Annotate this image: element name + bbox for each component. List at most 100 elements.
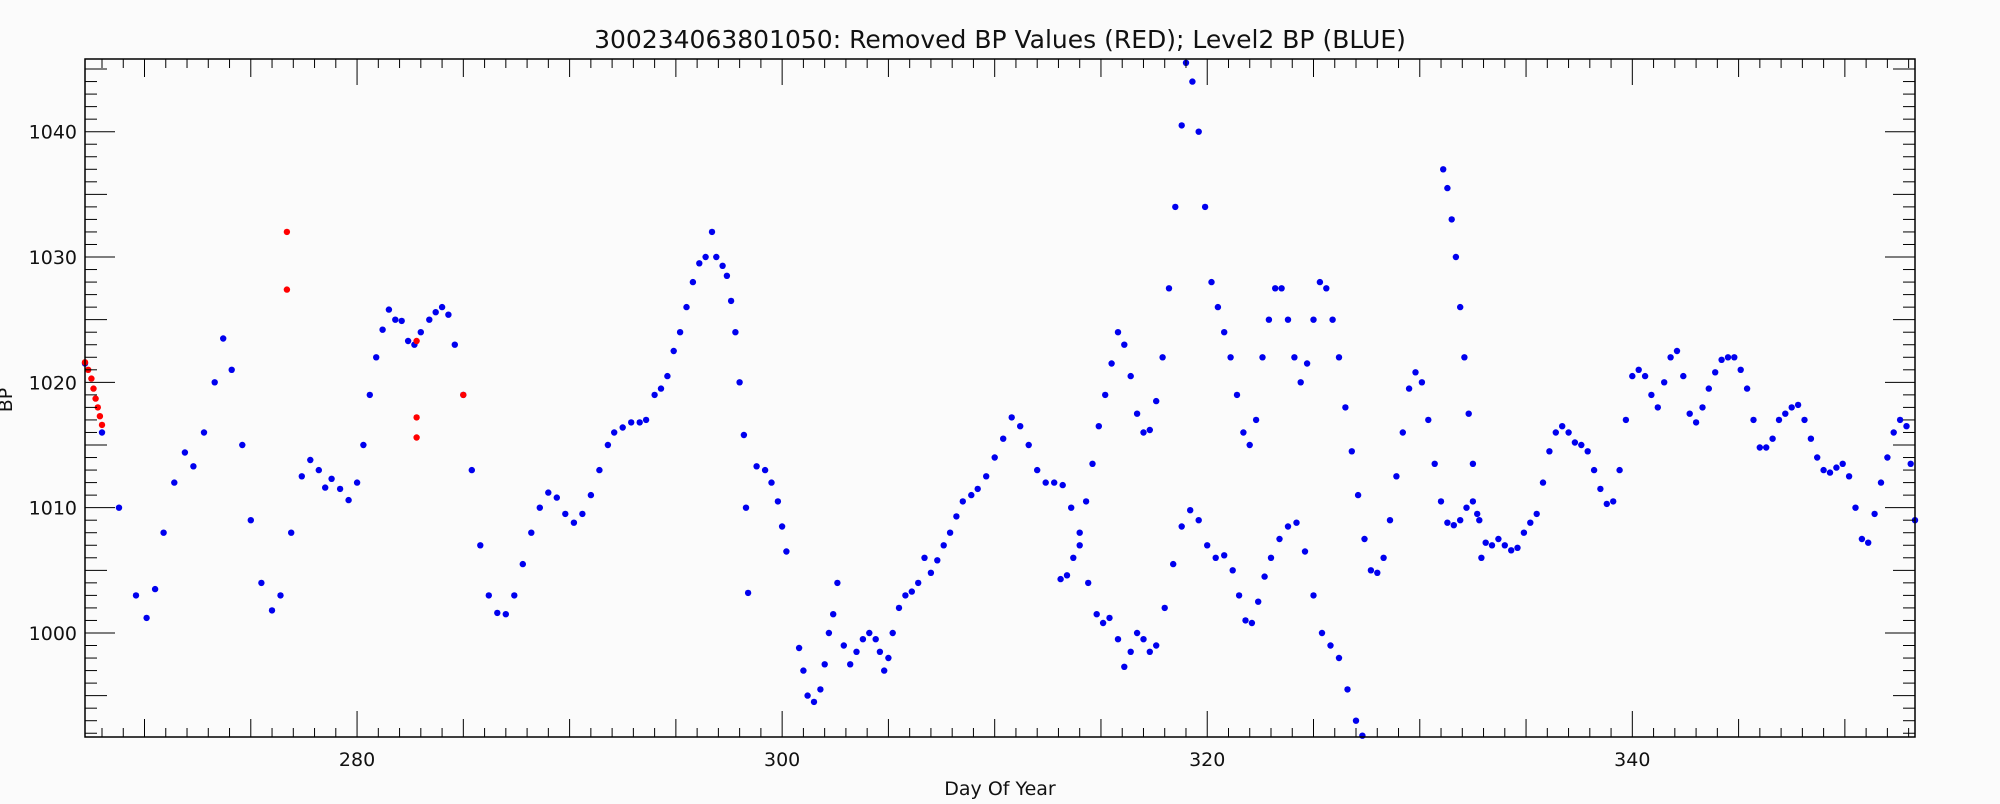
level2-point bbox=[908, 588, 915, 595]
level2-point bbox=[1514, 544, 1521, 551]
level2-point bbox=[723, 272, 731, 279]
level2-point bbox=[1329, 316, 1336, 323]
level2-point bbox=[1102, 391, 1109, 399]
level2-point bbox=[579, 510, 586, 518]
level2-point bbox=[1457, 303, 1464, 311]
removed-point bbox=[96, 413, 104, 420]
level2-point bbox=[1265, 316, 1273, 323]
level2-point bbox=[1301, 548, 1309, 555]
level2-point bbox=[477, 542, 484, 549]
level2-point bbox=[804, 692, 811, 699]
x-axis-label: Day Of Year bbox=[944, 778, 1056, 800]
level2-point bbox=[1252, 416, 1260, 424]
level2-point bbox=[366, 391, 373, 399]
level2-point bbox=[1235, 592, 1243, 599]
level2-point bbox=[1393, 473, 1400, 480]
level2-point bbox=[200, 429, 208, 436]
level2-point bbox=[1114, 636, 1122, 643]
level2-point bbox=[353, 479, 361, 486]
level2-point bbox=[373, 354, 380, 361]
level2-point bbox=[1297, 379, 1304, 386]
level2-point bbox=[1127, 372, 1134, 380]
level2-point bbox=[881, 667, 888, 674]
level2-point bbox=[1212, 554, 1219, 561]
level2-point bbox=[438, 303, 446, 311]
level2-point bbox=[228, 366, 235, 373]
level2-point bbox=[683, 303, 690, 311]
level2-point bbox=[1278, 285, 1285, 292]
level2-point bbox=[1327, 642, 1334, 649]
plot-frame bbox=[84, 58, 1916, 738]
plot-area bbox=[81, 59, 1919, 739]
level2-point bbox=[1352, 717, 1360, 724]
x-tick-label: 280 bbox=[339, 749, 375, 771]
y-axis-label: BP bbox=[0, 388, 17, 413]
level2-point bbox=[1890, 429, 1897, 436]
level2-point bbox=[247, 517, 254, 524]
level2-point bbox=[1335, 654, 1343, 662]
level2-point bbox=[132, 592, 140, 599]
level2-point bbox=[1622, 416, 1630, 424]
level2-point bbox=[1801, 416, 1808, 424]
level2-point bbox=[834, 579, 841, 587]
level2-point bbox=[934, 557, 941, 564]
level2-point bbox=[1457, 517, 1464, 524]
level2-point bbox=[1335, 354, 1343, 361]
level2-point bbox=[1159, 354, 1166, 361]
level2-point bbox=[1380, 554, 1387, 561]
level2-point bbox=[1201, 203, 1209, 211]
level2-point bbox=[1661, 379, 1668, 386]
level2-point bbox=[115, 504, 123, 511]
level2-point bbox=[1680, 372, 1687, 380]
removed-point bbox=[94, 404, 102, 411]
level2-point bbox=[268, 607, 276, 614]
level2-point bbox=[211, 379, 218, 386]
level2-point bbox=[1348, 448, 1356, 455]
level2-point bbox=[1293, 519, 1300, 526]
level2-point bbox=[1095, 423, 1103, 430]
removed-point bbox=[92, 395, 99, 402]
level2-point bbox=[1820, 466, 1827, 474]
level2-point bbox=[753, 463, 760, 470]
level2-point bbox=[636, 419, 643, 426]
level2-point bbox=[1520, 529, 1528, 536]
level2-point bbox=[190, 463, 197, 470]
level2-point bbox=[1195, 128, 1202, 135]
level2-point bbox=[817, 686, 824, 693]
level2-point bbox=[1782, 410, 1789, 417]
level2-point bbox=[392, 316, 399, 323]
level2-point bbox=[1267, 554, 1275, 561]
level2-point bbox=[239, 441, 246, 449]
level2-point bbox=[1452, 253, 1460, 261]
level2-point bbox=[379, 326, 386, 333]
level2-point bbox=[1106, 614, 1113, 622]
level2-point bbox=[1463, 504, 1470, 511]
level2-point bbox=[1469, 460, 1477, 467]
level2-point bbox=[1085, 579, 1092, 587]
level2-point bbox=[866, 629, 873, 637]
level2-point bbox=[1724, 354, 1732, 361]
level2-point bbox=[1242, 617, 1249, 624]
level2-point bbox=[587, 491, 595, 499]
removed-point bbox=[88, 375, 95, 382]
level2-point bbox=[1871, 510, 1878, 518]
level2-point bbox=[1877, 479, 1885, 486]
y-tick-label: 1020 bbox=[29, 372, 77, 394]
level2-point bbox=[1750, 416, 1757, 424]
level2-point bbox=[336, 485, 344, 493]
level2-point bbox=[1584, 448, 1591, 455]
level2-point bbox=[1172, 203, 1179, 211]
level2-point bbox=[840, 642, 847, 649]
level2-point bbox=[1826, 469, 1834, 476]
level2-point bbox=[946, 529, 954, 536]
level2-point bbox=[1121, 663, 1128, 670]
level2-point bbox=[1187, 507, 1194, 514]
level2-point bbox=[1361, 535, 1368, 543]
level2-point bbox=[1508, 547, 1515, 554]
level2-point bbox=[1276, 535, 1283, 543]
level2-point bbox=[1153, 642, 1160, 649]
y-tick-label: 1030 bbox=[29, 247, 77, 269]
level2-point bbox=[1017, 423, 1024, 430]
level2-point bbox=[1214, 303, 1222, 311]
level2-point bbox=[277, 592, 284, 599]
